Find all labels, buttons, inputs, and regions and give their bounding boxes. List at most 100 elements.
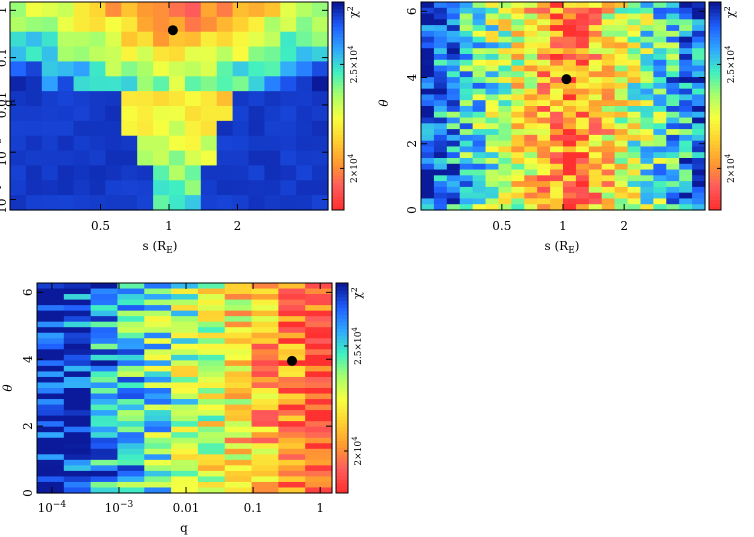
heatmap-cell: [171, 299, 199, 306]
heatmap-cell: [588, 42, 603, 49]
heatmap-cell: [184, 195, 202, 211]
heatmap-cell: [37, 376, 65, 384]
heatmap-cell: [537, 54, 551, 61]
heatmap-cell: [614, 36, 629, 44]
heatmap-cell: [627, 186, 642, 194]
heatmap-cell: [640, 106, 654, 113]
colorbar-step: [709, 182, 721, 187]
heatmap-cell: [25, 31, 43, 48]
heatmap-cell: [251, 443, 279, 450]
heatmap-cell: [171, 476, 199, 483]
heatmap-cell: [278, 432, 306, 439]
heatmap-cell: [614, 198, 629, 205]
colorbar-step: [709, 57, 721, 62]
colorbar-step: [336, 388, 348, 392]
heatmap-cell: [144, 354, 172, 361]
x-tick-label: 1: [316, 501, 324, 515]
heatmap-cell: [312, 2, 329, 18]
heatmap-cell: [144, 437, 172, 444]
heatmap-cell: [232, 165, 250, 181]
heatmap-cell: [421, 198, 435, 205]
heatmap-cell: [305, 321, 333, 328]
heatmap-cell: [511, 25, 525, 32]
heatmap-cell: [640, 30, 654, 38]
colorbar-step: [332, 178, 344, 183]
heatmap-cell: [640, 42, 654, 49]
heatmap-cell: [498, 100, 512, 107]
heatmap-cell: [472, 77, 487, 84]
heatmap-cell: [614, 71, 629, 78]
heatmap-cell: [37, 316, 65, 323]
heatmap-cell: [446, 100, 461, 107]
heatmap-cell: [601, 48, 616, 55]
best-fit-marker-s-theta: [561, 74, 572, 85]
heatmap-cell: [197, 310, 226, 317]
heatmap-cell: [278, 365, 306, 373]
heatmap-cell: [280, 165, 297, 181]
heatmap-cell: [224, 459, 253, 466]
heatmap-cell: [692, 134, 706, 142]
heatmap-cell: [563, 65, 577, 72]
heatmap-cell: [588, 88, 603, 96]
heatmap-cell: [653, 106, 667, 113]
heatmap-cell: [224, 448, 253, 455]
heatmap-cell: [588, 123, 603, 130]
heatmap-cell: [459, 163, 474, 171]
heatmap-cell: [588, 198, 603, 205]
heatmap-cell: [601, 163, 616, 171]
heatmap-cell: [511, 77, 525, 84]
heatmap-cell: [433, 7, 448, 15]
heatmap-cell: [640, 7, 654, 15]
heatmap-cell: [575, 129, 590, 136]
heatmap-cell: [41, 46, 59, 63]
heatmap-cell: [459, 204, 474, 211]
heatmap-cell: [575, 175, 590, 182]
heatmap-cell: [278, 338, 306, 345]
heatmap-cell: [25, 180, 43, 196]
heatmap-cell: [153, 165, 170, 181]
heatmap-cell: [459, 94, 474, 101]
heatmap-cell: [421, 13, 435, 20]
heatmap-cell: [692, 163, 706, 171]
heatmap-cell: [312, 76, 329, 92]
heatmap-cell: [121, 91, 138, 107]
colorbar-step: [709, 158, 721, 162]
heatmap-cell: [498, 111, 512, 119]
colorbar-step: [332, 57, 344, 62]
heatmap-cell: [459, 2, 474, 9]
heatmap-cell: [433, 106, 448, 113]
colorbar-step: [709, 8, 721, 13]
heatmap-cell: [421, 129, 435, 136]
heatmap-cell: [171, 382, 199, 389]
colorbar-step: [336, 377, 348, 382]
heatmap-cell: [537, 169, 551, 176]
heatmap-cell: [264, 91, 281, 107]
heatmap-cell: [653, 48, 667, 55]
heatmap-cell: [601, 186, 616, 194]
heatmap-cell: [511, 158, 525, 165]
heatmap-cell: [137, 2, 154, 18]
heatmap-cell: [498, 192, 512, 200]
heatmap-cell: [73, 31, 91, 48]
x-tick-label: 0.5: [91, 219, 110, 233]
heatmap-cell: [37, 382, 65, 389]
heatmap-cell: [640, 129, 654, 136]
heatmap-cell: [550, 134, 564, 142]
heatmap-cell: [692, 54, 706, 61]
x-tick-label: 1: [165, 219, 173, 233]
heatmap-cell: [200, 2, 218, 18]
heatmap-cell: [692, 19, 706, 26]
heatmap-cell: [224, 465, 253, 472]
heatmap-cell: [305, 437, 333, 444]
heatmap-cell: [278, 393, 306, 400]
heatmap-cell: [537, 25, 551, 32]
heatmap-cell: [485, 48, 500, 55]
colorbar-step: [336, 328, 348, 333]
heatmap-cell: [137, 61, 154, 77]
heatmap-cell: [73, 46, 91, 63]
heatmap-cell: [498, 169, 512, 176]
heatmap-cell: [169, 2, 186, 18]
heatmap-cell: [498, 65, 512, 72]
heatmap-cell: [679, 181, 693, 188]
heatmap-cell: [232, 76, 250, 92]
